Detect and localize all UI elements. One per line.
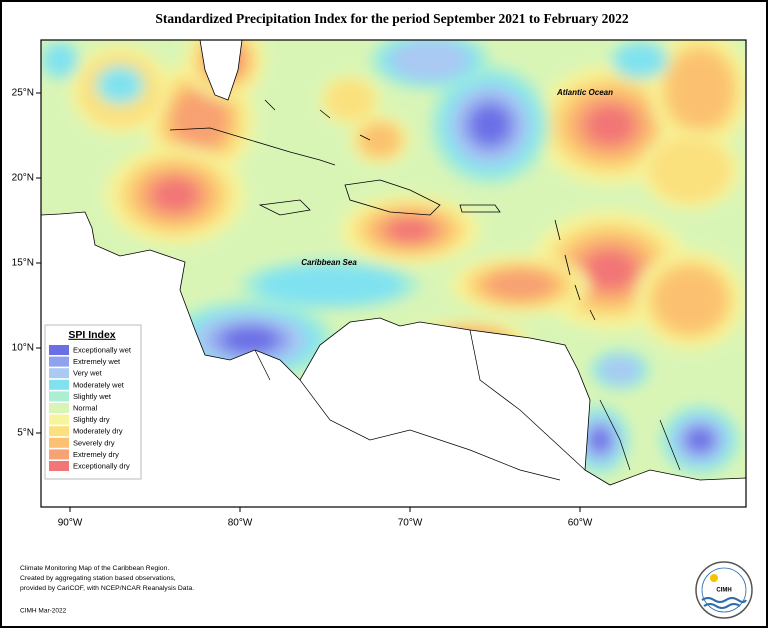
legend-swatch: [49, 461, 69, 471]
lon-label: 90°W: [58, 518, 83, 529]
dry-area: [152, 179, 198, 211]
wet-area: [43, 43, 77, 77]
map-title: Standardized Precipitation Index for the…: [155, 11, 628, 26]
legend-swatch: [49, 356, 69, 367]
dry-area: [485, 270, 555, 300]
legend-label: Severely dry: [73, 438, 115, 447]
legend-label: Slightly dry: [73, 415, 110, 424]
footnote-line: provided by CariCOF, with NCEP/NCAR Rean…: [20, 585, 194, 592]
legend-label: Exceptionally dry: [73, 461, 130, 470]
legend: SPI Index Exceptionally wet Extremely wet…: [44, 324, 142, 480]
dry-area: [173, 90, 227, 150]
lat-label: 5°N: [17, 428, 34, 439]
legend-label: Normal: [73, 403, 98, 412]
ocean-label: Atlantic Ocean: [556, 88, 613, 97]
dry-area: [325, 79, 375, 121]
legend-swatch: [49, 449, 69, 460]
lat-label: 15°N: [12, 258, 34, 269]
wet-area: [255, 264, 405, 306]
dry-area: [360, 123, 400, 157]
graticule-labels: 25°N 20°N 15°N 10°N 5°N 90°W 80°W 70°W 60°W: [12, 88, 593, 529]
dry-area: [584, 250, 636, 290]
legend-label: Slightly wet: [73, 392, 112, 401]
wet-area: [615, 43, 665, 77]
land: [41, 40, 746, 507]
wet-area: [390, 40, 470, 80]
wet-area: [590, 428, 610, 452]
legend-label: Extremely wet: [73, 357, 121, 366]
logo: CIMH: [695, 561, 753, 619]
legend-label: Moderately wet: [73, 380, 125, 389]
lon-label: 80°W: [228, 518, 253, 529]
lat-label: 25°N: [12, 88, 34, 99]
footnote-line: Created by aggregating station based obs…: [20, 575, 176, 582]
dry-area: [667, 50, 733, 130]
lat-label: 20°N: [12, 173, 34, 184]
wet-area: [600, 356, 640, 384]
dry-area: [586, 105, 634, 145]
wet-area: [470, 105, 510, 145]
credit: CIMH Mar-2022: [20, 608, 67, 615]
legend-swatch: [49, 437, 69, 448]
legend-swatch: [49, 379, 69, 390]
sea-label: Caribbean Sea: [301, 258, 357, 267]
legend-title: SPI Index: [68, 329, 115, 341]
legend-swatch: [49, 426, 69, 437]
logo-text: CIMH: [716, 588, 731, 594]
wet-area: [687, 428, 713, 452]
lon-label: 70°W: [398, 518, 423, 529]
legend-swatch: [49, 345, 69, 355]
footnote: Climate Monitoring Map of the Caribbean …: [20, 565, 194, 592]
legend-swatch: [49, 391, 69, 402]
dry-area: [387, 218, 433, 242]
legend-swatch: [49, 403, 69, 413]
footnote-line: Climate Monitoring Map of the Caribbean …: [20, 565, 169, 572]
legend-label: Moderately dry: [73, 427, 123, 436]
dry-area: [653, 267, 727, 333]
legend-label: Exceptionally wet: [73, 345, 132, 354]
dry-area: [648, 136, 732, 204]
legend-swatch: [49, 368, 69, 379]
wet-area: [222, 327, 278, 353]
legend-label: Very wet: [73, 369, 103, 378]
wet-area: [99, 68, 141, 102]
legend-swatch: [49, 414, 69, 425]
map-frame: [40, 39, 747, 508]
lat-label: 10°N: [12, 343, 34, 354]
legend-label: Extremely dry: [73, 450, 119, 459]
lon-label: 60°W: [568, 518, 593, 529]
